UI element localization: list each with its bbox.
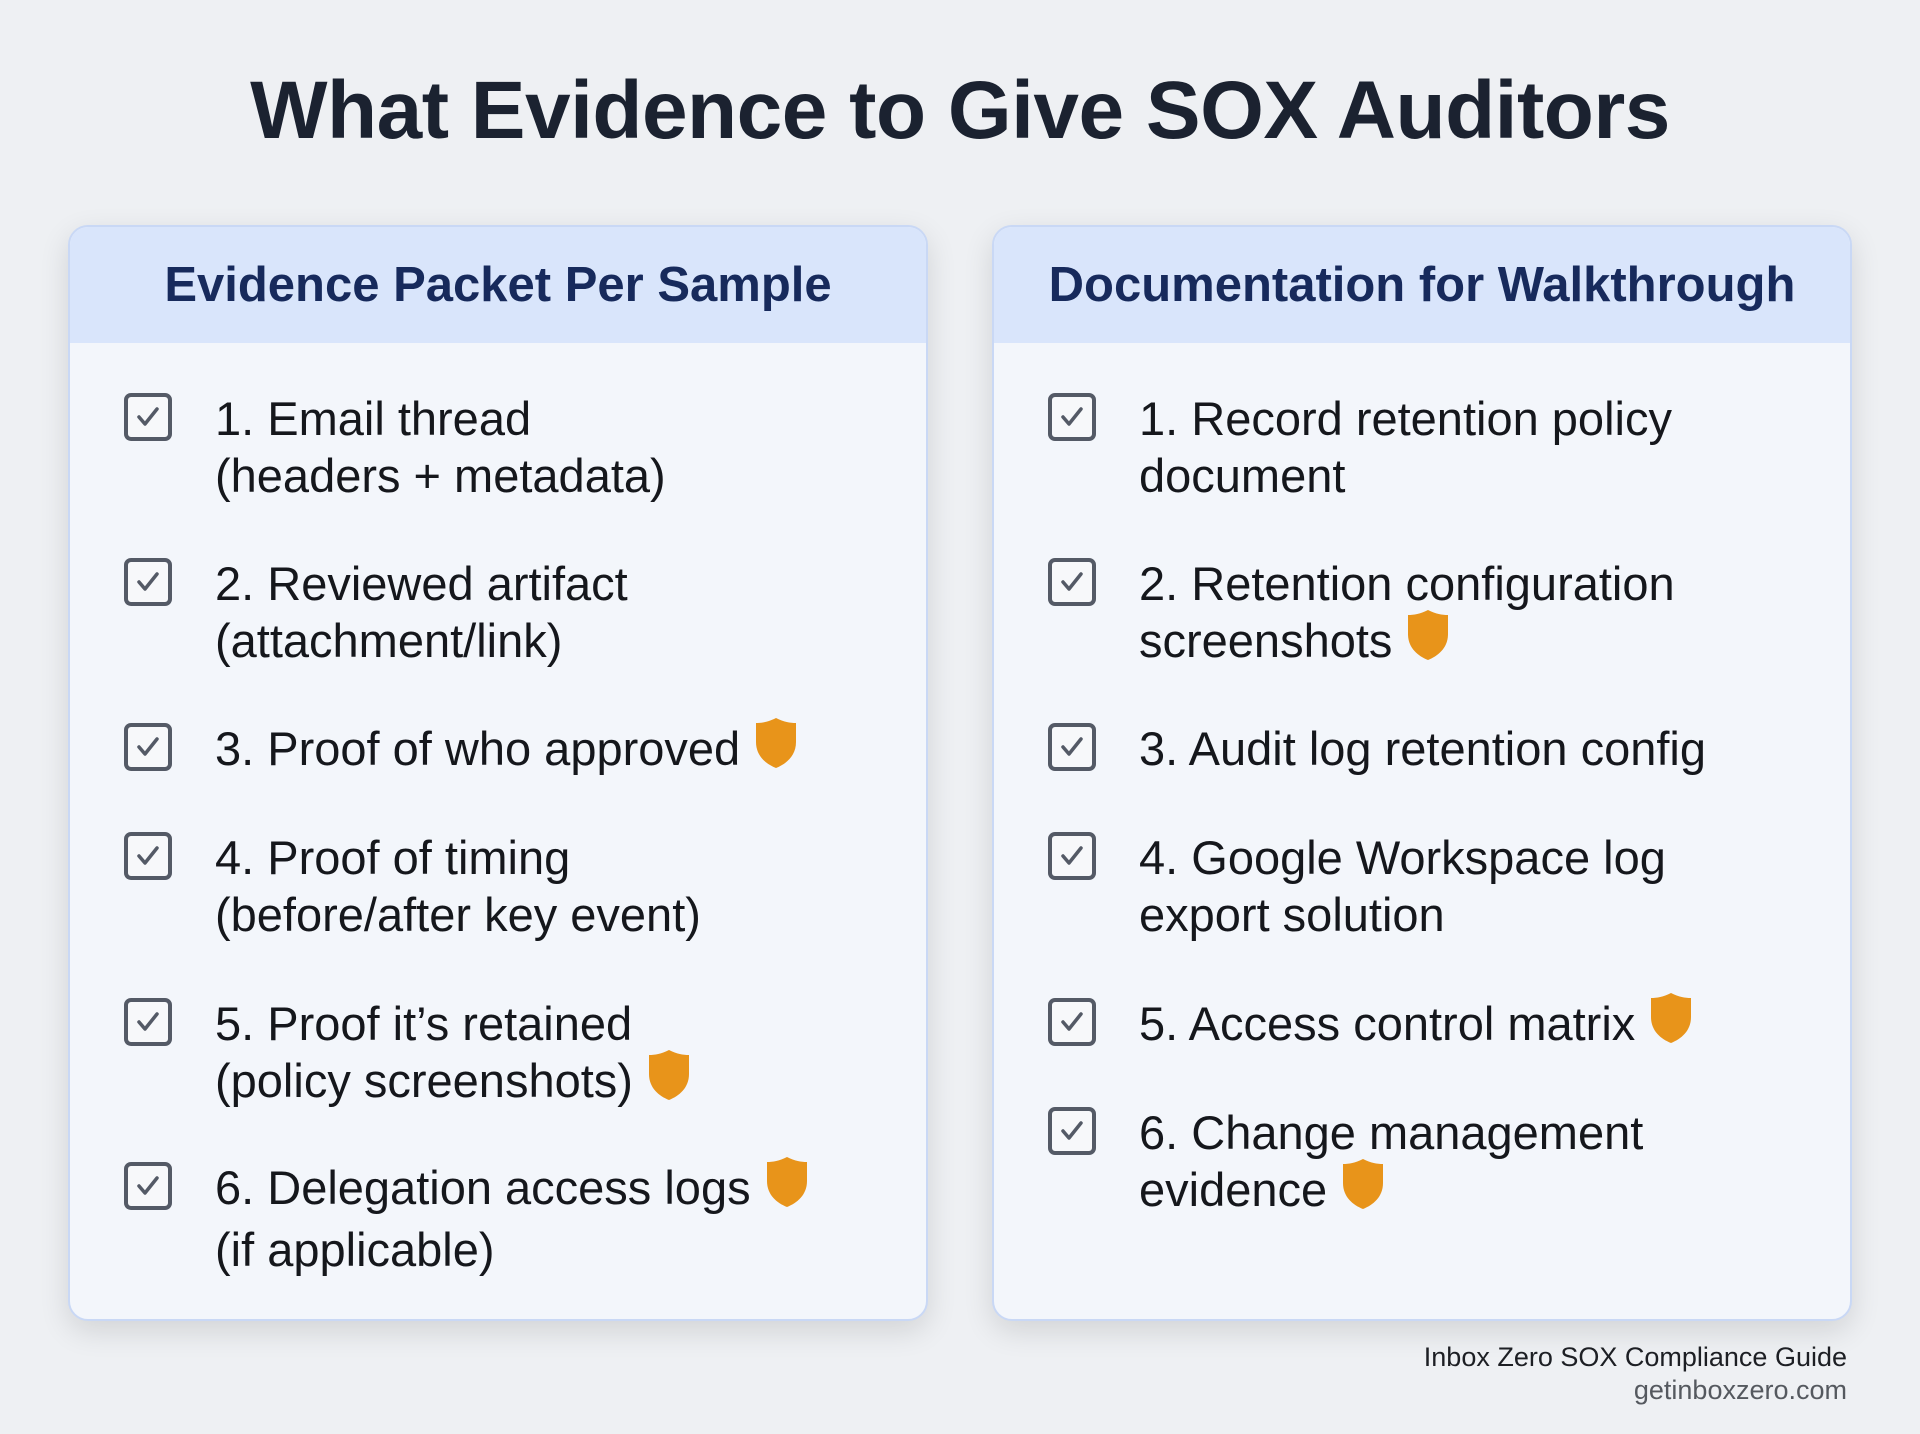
card-heading: Evidence Packet Per Sample: [70, 227, 926, 343]
footer-guide-name: Inbox Zero SOX Compliance Guide: [1423, 1342, 1847, 1372]
item-text-line: 5. Access control matrix: [1139, 992, 1693, 1057]
checkbox-checked-icon: [124, 393, 172, 441]
item-text-line: 6. Delegation access logs: [215, 1156, 809, 1221]
item-text: (before/after key event): [215, 888, 701, 941]
shield-icon: [765, 1155, 809, 1221]
item-text-line: 5. Proof it’s retained: [215, 995, 691, 1052]
checkbox-checked-icon: [1048, 998, 1096, 1046]
item-text-line: 3. Audit log retention config: [1139, 720, 1706, 777]
item-text-line: (policy screenshots): [215, 1049, 691, 1114]
item-text-line: 3. Proof of who approved: [215, 717, 798, 782]
item-text-line: (if applicable): [215, 1221, 809, 1278]
item-text: export solution: [1139, 888, 1445, 941]
item-text: 4. Google Workspace log: [1139, 831, 1666, 884]
checkbox-checked-icon: [124, 1162, 172, 1210]
item-text-line: export solution: [1139, 886, 1666, 943]
item-text: 5. Proof it’s retained: [215, 997, 633, 1050]
shield-icon: [1406, 608, 1450, 674]
item-text: 2. Reviewed artifact: [215, 557, 628, 610]
shield-icon: [1341, 1157, 1385, 1223]
checkbox-checked-icon: [1048, 558, 1096, 606]
item-text: (policy screenshots): [215, 1054, 633, 1107]
item-text: (headers + metadata): [215, 449, 666, 502]
checkbox-checked-icon: [1048, 1107, 1096, 1155]
walkthrough-documentation-card: Documentation for Walkthrough 1. Record …: [992, 225, 1852, 1321]
item-text-line: 1. Record retention policy: [1139, 390, 1672, 447]
item-text: 3. Proof of who approved: [215, 722, 741, 775]
checkbox-checked-icon: [124, 723, 172, 771]
evidence-packet-card: Evidence Packet Per Sample 1. Email thre…: [68, 225, 928, 1321]
shield-icon: [754, 716, 798, 782]
item-text: 3. Audit log retention config: [1139, 722, 1707, 775]
page-title: What Evidence to Give SOX Auditors: [250, 65, 1670, 156]
item-text-line: (headers + metadata): [215, 447, 666, 504]
item-text-line: 1. Email thread: [215, 390, 666, 447]
item-text: 1. Email thread: [215, 392, 532, 445]
item-text-line: 4. Google Workspace log: [1139, 829, 1666, 886]
footer-website: getinboxzero.com: [1633, 1375, 1847, 1405]
item-text: 5. Access control matrix: [1139, 997, 1636, 1050]
item-text-line: 6. Change management: [1139, 1104, 1643, 1161]
shield-icon: [1649, 991, 1693, 1057]
item-text: 1. Record retention policy: [1139, 392, 1672, 445]
checkbox-checked-icon: [124, 998, 172, 1046]
item-text-line: (attachment/link): [215, 612, 628, 669]
item-text: evidence: [1139, 1163, 1328, 1216]
item-text: 4. Proof of timing: [215, 831, 571, 884]
shield-icon: [647, 1048, 691, 1114]
checkbox-checked-icon: [1048, 723, 1096, 771]
item-text-line: 2. Reviewed artifact: [215, 555, 628, 612]
item-text-line: (before/after key event): [215, 886, 701, 943]
item-text-line: 2. Retention configuration: [1139, 555, 1675, 612]
item-text: 6. Change management: [1139, 1106, 1644, 1159]
checkbox-checked-icon: [124, 558, 172, 606]
item-text-line: screenshots: [1139, 609, 1675, 674]
item-text: (attachment/link): [215, 614, 563, 667]
item-text: (if applicable): [215, 1222, 495, 1276]
item-text: document: [1139, 449, 1346, 502]
card-heading: Documentation for Walkthrough: [994, 227, 1850, 343]
item-text-line: evidence: [1139, 1158, 1643, 1223]
item-text: screenshots: [1139, 614, 1393, 667]
checkbox-checked-icon: [1048, 832, 1096, 880]
checkbox-checked-icon: [1048, 393, 1096, 441]
item-text-line: 4. Proof of timing: [215, 829, 701, 886]
item-text: 2. Retention configuration: [1139, 557, 1675, 610]
checkbox-checked-icon: [124, 832, 172, 880]
item-text-line: document: [1139, 447, 1672, 504]
item-text: 6. Delegation access logs: [215, 1161, 751, 1214]
